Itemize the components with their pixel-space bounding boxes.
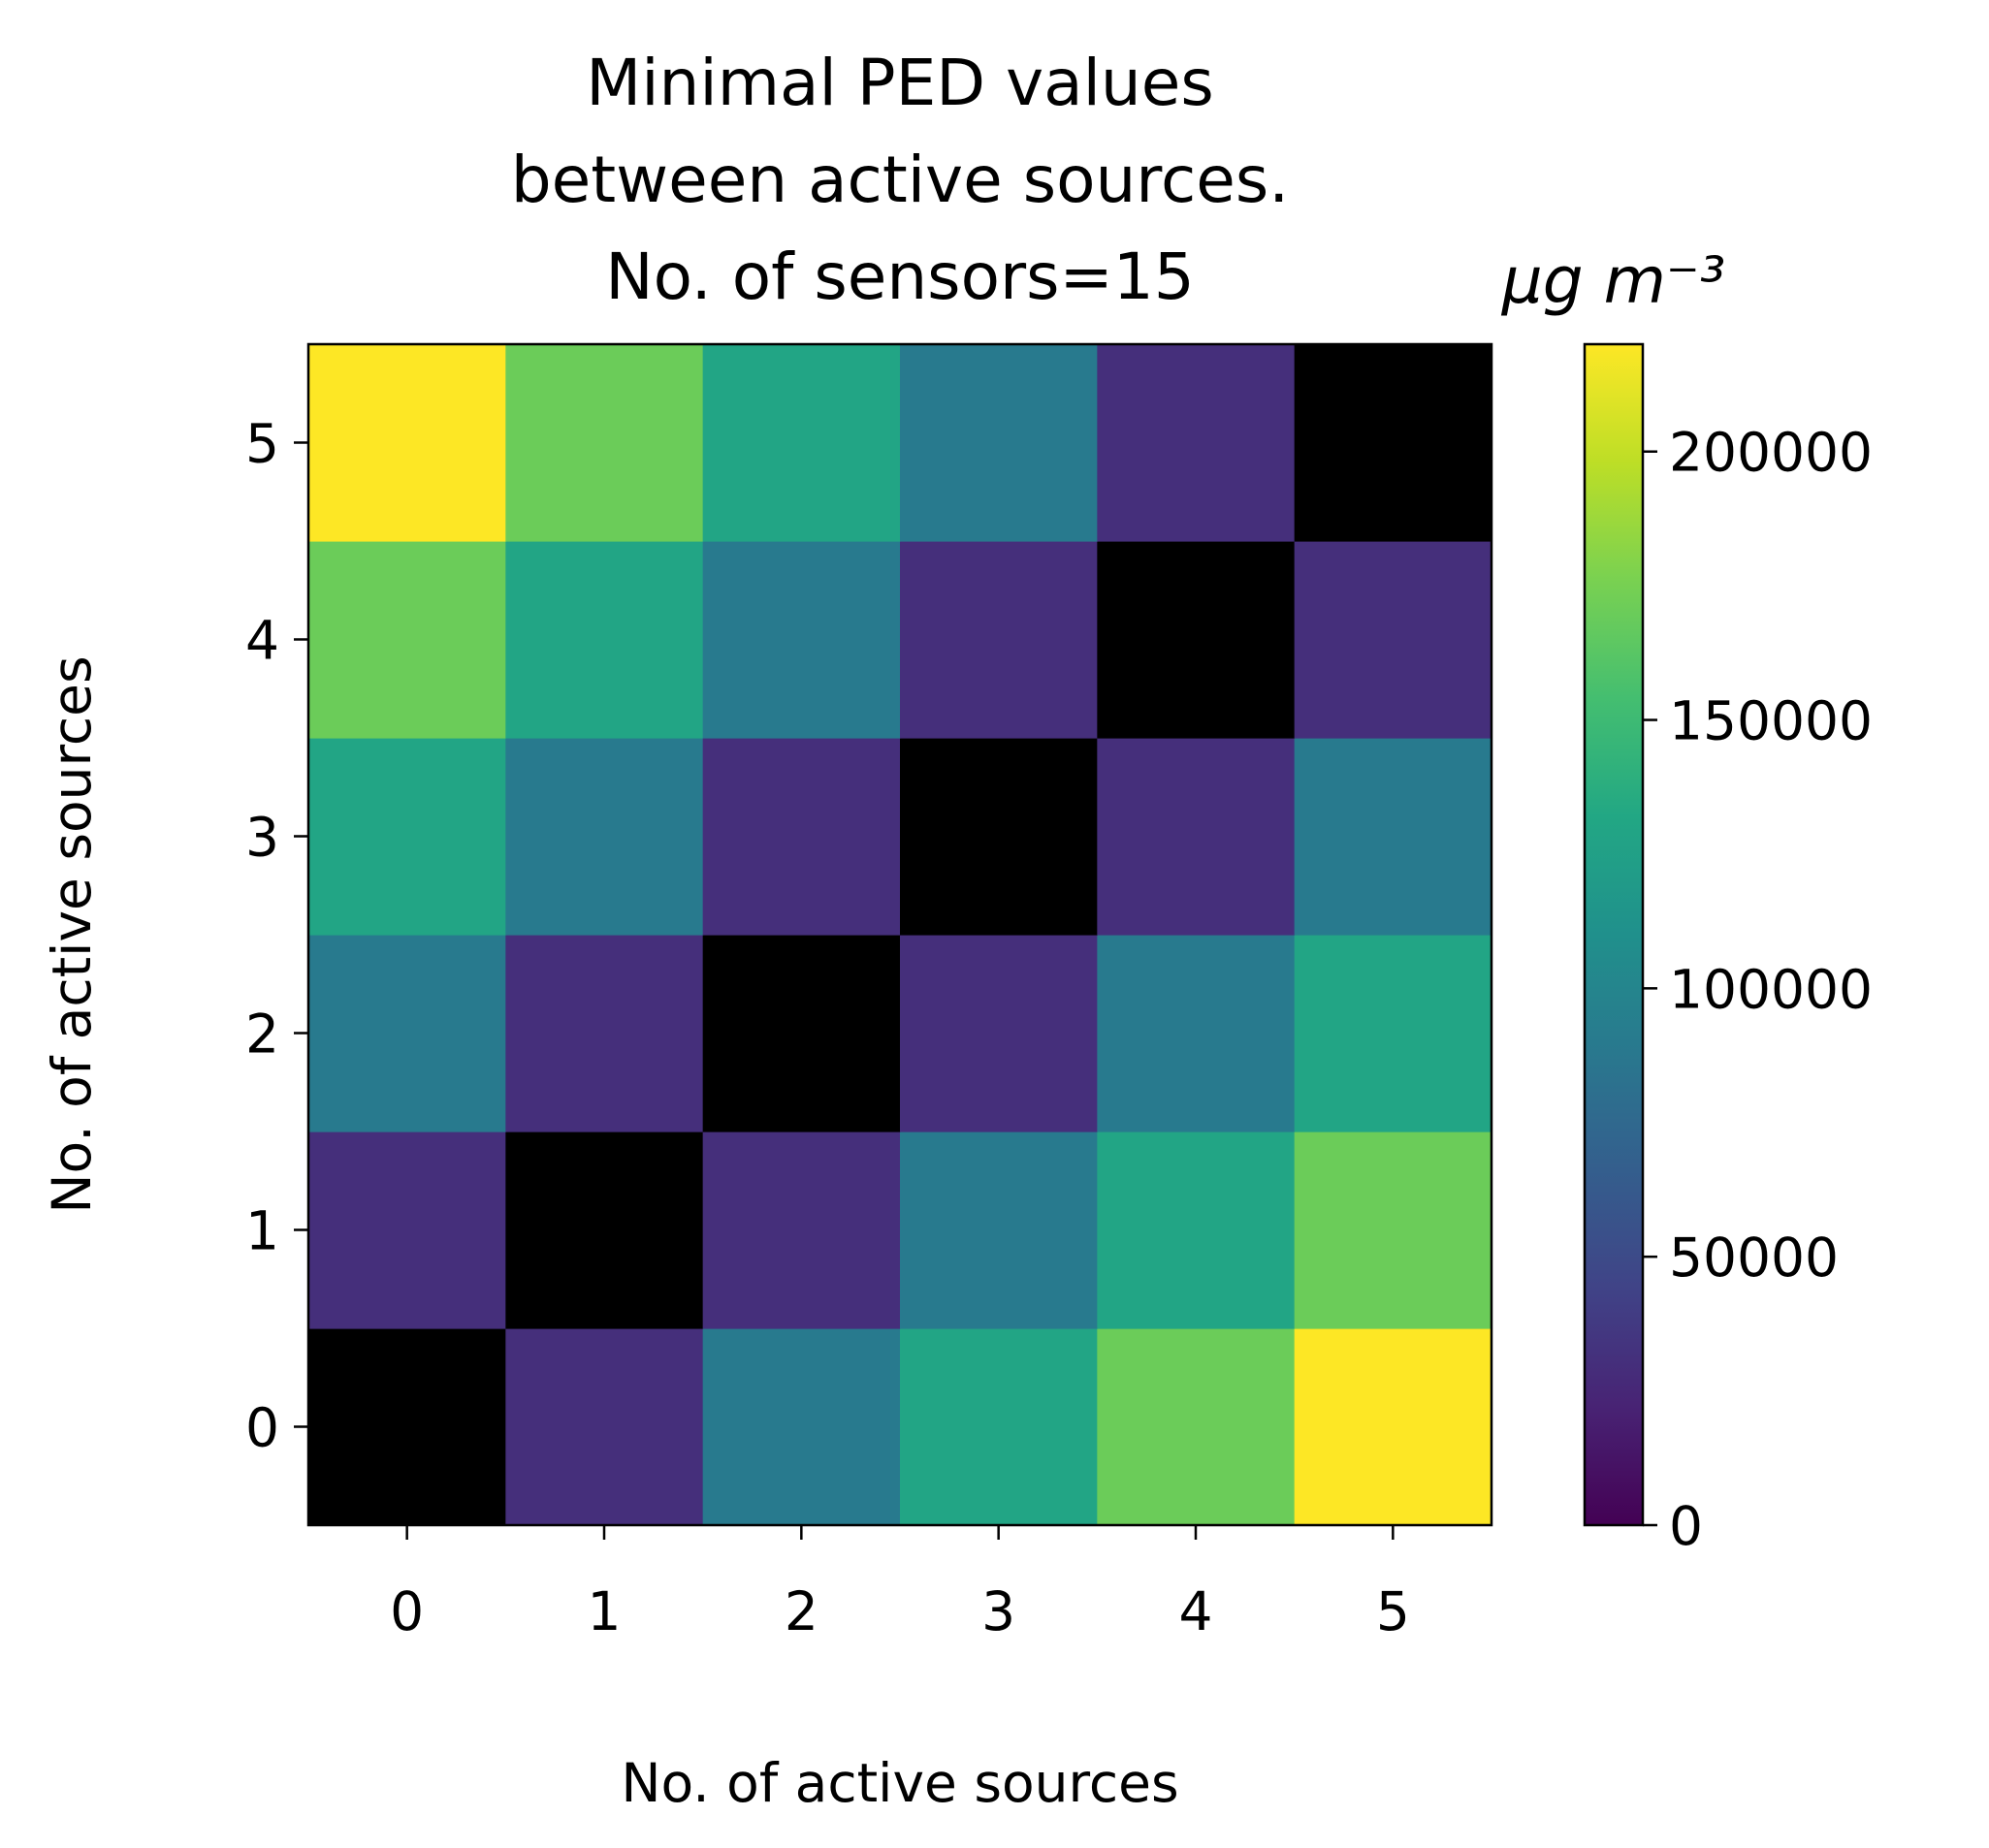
heatmap-cell xyxy=(1097,738,1296,936)
heatmap-cell xyxy=(702,935,901,1132)
heatmap-cell xyxy=(1294,1131,1492,1329)
x-tick-label: 3 xyxy=(981,1580,1015,1642)
heatmap-cell xyxy=(308,1131,506,1329)
heatmap-cell xyxy=(505,541,704,739)
heatmap-cell xyxy=(308,738,506,936)
heatmap-cell xyxy=(900,935,1098,1132)
y-axis-ticks: 0 1 2 3 4 5 xyxy=(245,413,308,1459)
heatmap-cell xyxy=(505,935,704,1132)
colorbar-tick-label: 150000 xyxy=(1669,690,1873,752)
heatmap-cell xyxy=(1097,935,1296,1132)
y-tick-label: 0 xyxy=(245,1397,279,1459)
x-tick-label: 1 xyxy=(588,1580,622,1642)
heatmap-cell xyxy=(1294,541,1492,739)
heatmap-cell xyxy=(505,1131,704,1329)
heatmap-cell xyxy=(1294,344,1492,542)
heatmap-cell xyxy=(900,1328,1098,1526)
heatmap-cell xyxy=(1294,1328,1492,1526)
colorbar-tick-label: 50000 xyxy=(1669,1227,1839,1289)
chart-title-line-1: Minimal PED values xyxy=(586,46,1213,120)
heatmap-cell xyxy=(1097,541,1296,739)
colorbar xyxy=(1583,342,1645,1527)
x-tick-label: 0 xyxy=(390,1580,424,1642)
y-tick-label: 2 xyxy=(245,1004,279,1066)
y-tick-label: 5 xyxy=(245,413,279,475)
y-tick-label: 4 xyxy=(245,610,279,672)
chart-title-line-3: No. of sensors=15 xyxy=(605,239,1195,314)
heatmap-cell xyxy=(1097,1328,1296,1526)
colorbar-unit-label: μg m⁻³ xyxy=(1501,243,1725,318)
heatmap-cell xyxy=(702,1328,901,1526)
x-tick-label: 2 xyxy=(785,1580,818,1642)
heatmap-cell xyxy=(900,344,1098,542)
chart-title-line-2: between active sources. xyxy=(511,143,1290,217)
heatmap-cell xyxy=(308,344,506,542)
heatmap-cells xyxy=(308,344,1492,1526)
heatmap-cell xyxy=(308,935,506,1132)
heatmap-cell xyxy=(505,344,704,542)
x-tick-label: 5 xyxy=(1376,1580,1410,1642)
heatmap-cell xyxy=(1097,344,1296,542)
colorbar-ticks: 0 50000 100000 150000 200000 xyxy=(1643,422,1873,1557)
heatmap-cell xyxy=(1097,1131,1296,1329)
colorbar-tick-label: 200000 xyxy=(1669,422,1873,484)
x-tick-label: 4 xyxy=(1179,1580,1213,1642)
heatmap-cell xyxy=(702,1131,901,1329)
heatmap-cell xyxy=(900,541,1098,739)
heatmap-cell xyxy=(702,344,901,542)
y-tick-label: 1 xyxy=(245,1200,279,1262)
heatmap-cell xyxy=(308,541,506,739)
heatmap-cell xyxy=(505,738,704,936)
heatmap-cell xyxy=(308,1328,506,1526)
colorbar-tick-label: 100000 xyxy=(1669,958,1873,1020)
heatmap-cell xyxy=(505,1328,704,1526)
y-axis-label: No. of active sources xyxy=(41,655,103,1213)
heatmap-cell xyxy=(900,738,1098,936)
x-axis-label: No. of active sources xyxy=(621,1752,1178,1814)
heatmap-cell xyxy=(1294,935,1492,1132)
heatmap-cell xyxy=(702,738,901,936)
colorbar-tick-label: 0 xyxy=(1669,1495,1703,1557)
heatmap-cell xyxy=(1294,738,1492,936)
x-axis-ticks: 0 1 2 3 4 5 xyxy=(390,1525,1410,1642)
heatmap-cell xyxy=(702,541,901,739)
y-tick-label: 3 xyxy=(245,807,279,869)
plot-frame xyxy=(306,342,1493,1527)
heatmap-cell xyxy=(900,1131,1098,1329)
